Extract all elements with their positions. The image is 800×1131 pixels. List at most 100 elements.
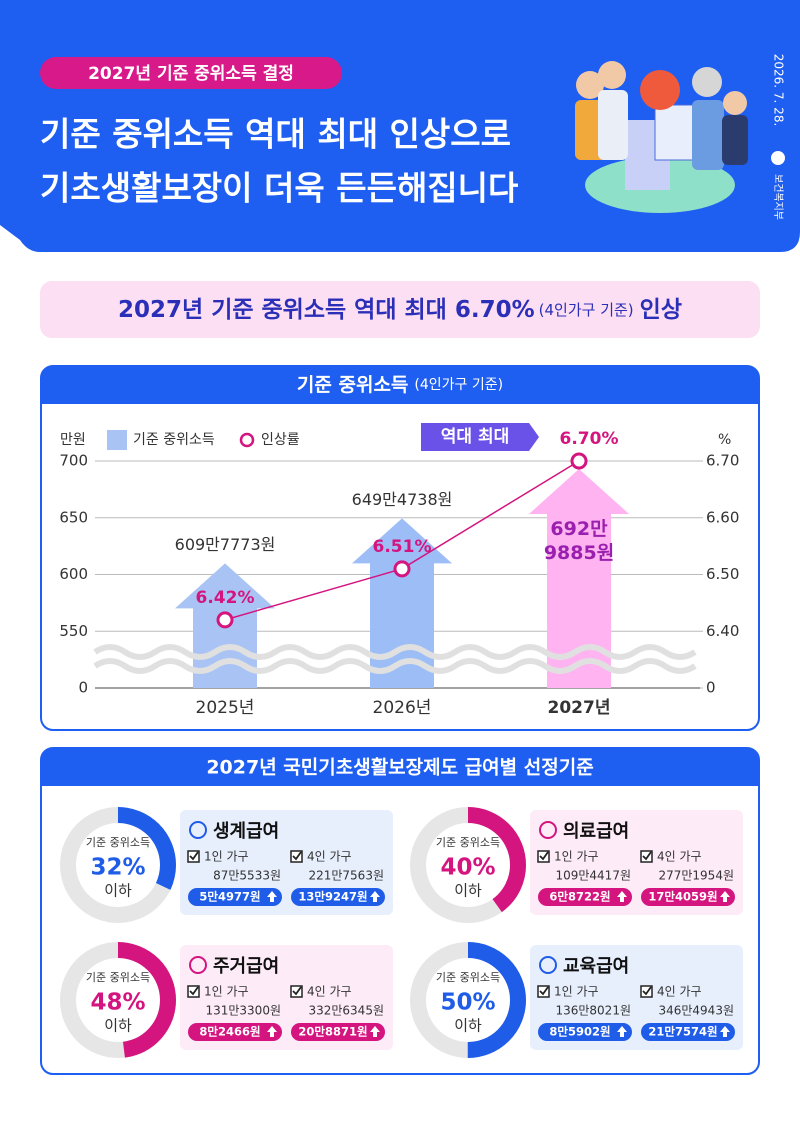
x-tick-label: 2026년 — [373, 698, 432, 718]
household-amount: 87만5533원 — [213, 869, 281, 883]
axis-break — [93, 644, 697, 674]
checkbox — [640, 985, 653, 998]
checkbox — [537, 985, 550, 998]
household-amount: 277만1954원 — [658, 869, 734, 883]
increase-arrow — [617, 891, 627, 902]
bar — [529, 468, 629, 688]
y2-tick-label: 6.40 — [706, 622, 739, 640]
rate-label: 6.51% — [373, 537, 432, 557]
ring-label: 기준 중위소득 — [86, 836, 150, 849]
ring-label: 기준 중위소득 — [436, 971, 500, 984]
card-icon — [539, 956, 557, 974]
panel-title: 기준 중위소득 — [297, 374, 409, 396]
y-tick-label: 700 — [59, 452, 88, 470]
increase-arrow — [267, 891, 277, 902]
household-label: 1인 가구 — [204, 850, 249, 864]
illustration — [575, 61, 748, 213]
increase: 5만4977원 — [199, 890, 260, 904]
banner-suffix: 인상 — [640, 297, 682, 323]
ring-label: 기준 중위소득 — [86, 971, 150, 984]
increase-arrow — [370, 891, 380, 902]
increase: 21만7574원 — [648, 1025, 717, 1039]
chart-panel-title: 기준 중위소득 (4인가구 기준) — [297, 374, 503, 396]
increase-pill — [641, 1023, 735, 1041]
household-label: 1인 가구 — [554, 850, 599, 864]
y2-tick-label: 6.50 — [706, 565, 739, 583]
rate-marker — [393, 560, 411, 578]
card-name: 생계급여 — [213, 821, 279, 842]
checkbox — [640, 850, 653, 863]
increase-pill — [291, 1023, 385, 1041]
increase-arrow — [720, 891, 730, 902]
increase-pill — [188, 888, 282, 906]
legend-label: 인상률 — [261, 432, 300, 448]
increase-arrow — [617, 1026, 627, 1037]
rate-marker — [216, 611, 234, 629]
household-label: 1인 가구 — [204, 985, 249, 999]
bar-value-label: 609만7773원 — [175, 535, 276, 554]
ring-below: 이하 — [104, 882, 132, 900]
household-label: 4인 가구 — [657, 850, 702, 864]
household-amount: 332만6345원 — [308, 1004, 384, 1018]
ring-percent: 40% — [440, 855, 495, 881]
increase-arrow — [370, 1026, 380, 1037]
benefits-title: 2027년 국민기초생활보장제도 급여별 선정기준 — [206, 757, 593, 779]
household-label: 4인 가구 — [307, 985, 352, 999]
increase: 20만8871원 — [298, 1025, 367, 1039]
check — [539, 851, 549, 861]
y2-tick-label: 0 — [706, 679, 716, 697]
checkbox — [187, 985, 200, 998]
household-amount: 109만4417원 — [555, 869, 631, 883]
ring-arc — [410, 942, 526, 1058]
household-amount: 346만4943원 — [658, 1004, 734, 1018]
ministry: 보건복지부 — [772, 174, 784, 220]
ring-below: 이하 — [454, 1017, 482, 1035]
x-tick-label: 2027년 — [548, 698, 611, 718]
household-amount: 221만7563원 — [308, 869, 384, 883]
household-amount: 136만8021원 — [555, 1004, 631, 1018]
bar-value-label: 649만4738원 — [352, 490, 453, 509]
banner-bg — [40, 281, 760, 338]
label-line: 692만 — [550, 517, 608, 539]
y-tick-label: 600 — [59, 565, 88, 583]
checkbox — [290, 850, 303, 863]
title-line: 기준 중위소득 역대 최대 인상으로 — [40, 115, 511, 154]
y2-axis-label: % — [718, 432, 731, 448]
tag: 2027년 기준 중위소득 결정 — [88, 64, 294, 84]
ring-arc — [60, 942, 176, 1058]
y2-tick-label: 6.70 — [706, 452, 739, 470]
card-name: 교육급여 — [563, 956, 629, 977]
check — [189, 851, 199, 861]
legend-label: 기준 중위소득 — [133, 432, 215, 448]
card-name: 주거급여 — [213, 956, 279, 977]
card-icon — [189, 821, 207, 839]
household-label: 1인 가구 — [554, 985, 599, 999]
y-axis-label: 만원 — [60, 432, 86, 448]
ring-arc — [60, 807, 176, 923]
ring-below: 이하 — [104, 1017, 132, 1035]
ring-label: 기준 중위소득 — [436, 836, 500, 849]
check — [642, 851, 652, 861]
check — [292, 986, 302, 996]
rate-marker — [570, 452, 588, 470]
ring-percent: 32% — [90, 855, 145, 881]
increase: 6만8722원 — [549, 890, 610, 904]
checkbox — [290, 985, 303, 998]
banner-text: 2027년 기준 중위소득 역대 최대 6.70% — [118, 297, 535, 323]
check — [642, 986, 652, 996]
y-tick-label: 550 — [59, 622, 88, 640]
card-icon — [189, 956, 207, 974]
panel-note: (4인가구 기준) — [414, 377, 503, 393]
ring-arc — [410, 807, 526, 923]
banner-note: (4인가구 기준) — [539, 301, 634, 319]
rate-label: 6.70% — [560, 429, 619, 449]
check — [292, 851, 302, 861]
ring-percent: 48% — [90, 990, 145, 1016]
checkbox — [537, 850, 550, 863]
annotation-pill — [421, 423, 539, 451]
card-icon — [539, 821, 557, 839]
increase: 13만9247원 — [298, 890, 367, 904]
legend-marker — [239, 432, 255, 448]
